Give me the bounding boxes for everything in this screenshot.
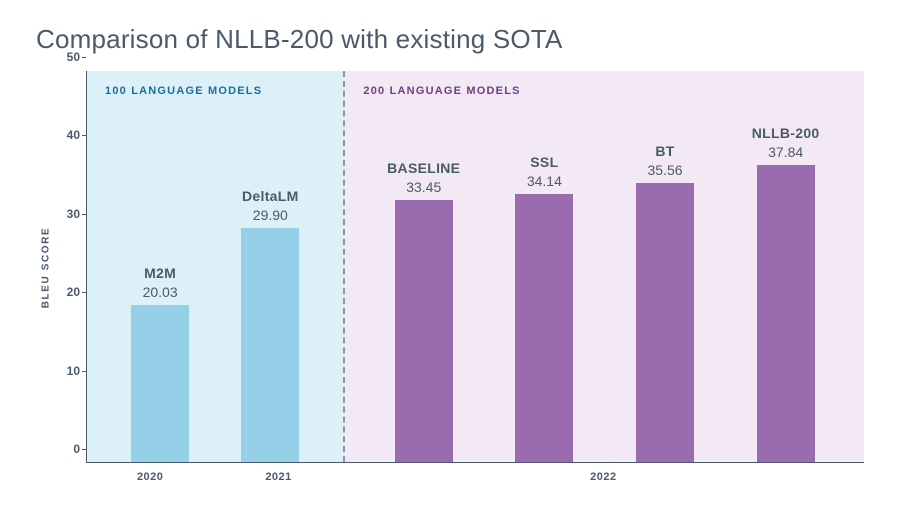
x-tick-2022: 2022 (590, 471, 616, 483)
bar-ssl: SSL 34.14 (484, 154, 605, 462)
region-200-language-models: 200 LANGUAGE MODELS BASELINE 33.45 SSL 34.1… (343, 71, 864, 462)
x-axis-right: 2022 (343, 463, 864, 483)
bar-value: 20.03 (143, 284, 178, 300)
bar-name: SSL (530, 154, 558, 170)
y-tick: 10 (67, 364, 80, 378)
bar-value: 37.84 (768, 144, 803, 160)
y-tick: 20 (67, 285, 80, 299)
bar-rect (515, 194, 573, 462)
y-tick: 50 (67, 50, 80, 64)
x-axis: 2020 2021 2022 (86, 463, 864, 483)
bar-name: BT (655, 143, 674, 159)
bar-baseline: BASELINE 33.45 (363, 160, 484, 462)
x-axis-left: 2020 2021 (86, 463, 343, 483)
bar-m2m: M2M 20.03 (105, 265, 215, 462)
bar-name: BASELINE (387, 160, 460, 176)
bar-value: 29.90 (253, 207, 288, 223)
x-tick-2021: 2021 (214, 471, 342, 483)
bar-deltalm: DeltaLM 29.90 (215, 188, 325, 462)
y-axis-label-container: BLEU SCORE (36, 71, 56, 463)
y-tick: 30 (67, 207, 80, 221)
chart-title: Comparison of NLLB-200 with existing SOT… (36, 24, 864, 55)
region-100-language-models: 100 LANGUAGE MODELS M2M 20.03 DeltaLM 29.90 (87, 71, 343, 462)
bar-value: 34.14 (527, 173, 562, 189)
y-axis-label: BLEU SCORE (41, 226, 52, 308)
bar-name: DeltaLM (242, 188, 299, 204)
y-tick: 40 (67, 128, 80, 142)
bar-rect (131, 305, 189, 462)
bar-nllb-200: NLLB-200 37.84 (725, 125, 846, 462)
bar-name: M2M (144, 265, 176, 281)
bar-value: 35.56 (647, 162, 682, 178)
chart-plot-area: BLEU SCORE 01020304050 100 LANGUAGE MODE… (36, 71, 864, 463)
bar-value: 33.45 (406, 179, 441, 195)
region-label-right: 200 LANGUAGE MODELS (363, 85, 520, 97)
bar-rect (636, 183, 694, 462)
bar-name: NLLB-200 (752, 125, 820, 141)
x-tick-2020: 2020 (86, 471, 214, 483)
bar-rect (241, 228, 299, 462)
bar-rect (757, 165, 815, 462)
y-tick: 0 (73, 442, 80, 456)
bar-rect (395, 200, 453, 462)
plot-region: 100 LANGUAGE MODELS M2M 20.03 DeltaLM 29.90… (86, 71, 864, 463)
y-axis: 01020304050 (56, 71, 86, 463)
bar-bt: BT 35.56 (605, 143, 726, 462)
region-label-left: 100 LANGUAGE MODELS (105, 85, 262, 97)
